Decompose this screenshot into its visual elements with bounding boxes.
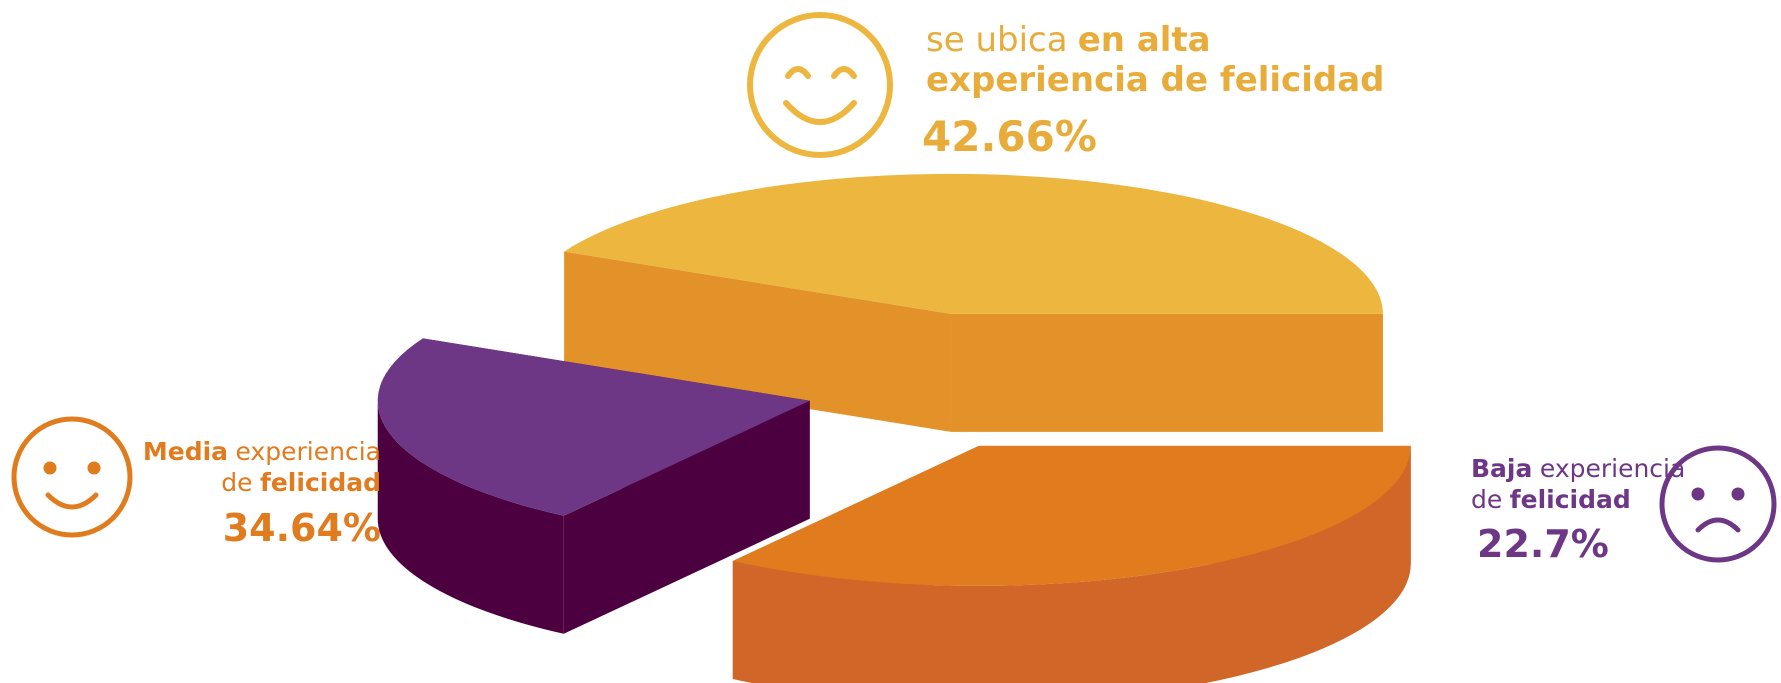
slice-top [732,445,1411,586]
label-part: de [1471,485,1502,514]
value-label: 22.7% [1477,522,1609,566]
label-part: experiencia [1540,454,1685,483]
category-label: experiencia de felicidad [926,60,1385,100]
slice-outer-wall [377,400,564,634]
slice-outer-wall [732,445,1411,683]
category-label: Media experiencia [143,437,381,466]
label-part: Baja [1471,454,1532,483]
slice-top [564,173,1383,314]
label-part: experiencia [236,437,381,466]
value-label: 34.64% [223,506,381,550]
smiley-high [747,12,893,158]
pie-slice [564,173,1383,432]
label-part: se ubica [926,20,1068,60]
pie-slice [377,338,810,634]
pie-slice [732,445,1411,683]
slice-top [377,338,810,516]
label-part: de [221,468,252,497]
category-label: de felicidad [221,468,381,497]
smiley-low [1659,445,1777,563]
category-label: se ubica en alta [926,20,1211,60]
category-label: de felicidad [1471,485,1631,514]
slice-cut-face [564,251,951,432]
label-part: experiencia de felicidad [926,60,1385,100]
category-label: Baja experiencia [1471,454,1685,483]
smiley-medium [11,416,133,538]
slice-cut-face [950,313,1383,432]
label-part: Media [143,437,228,466]
label-part: en alta [1078,20,1211,60]
label-part: felicidad [1510,485,1631,514]
value-label: 42.66% [922,112,1097,161]
label-part: felicidad [260,468,381,497]
